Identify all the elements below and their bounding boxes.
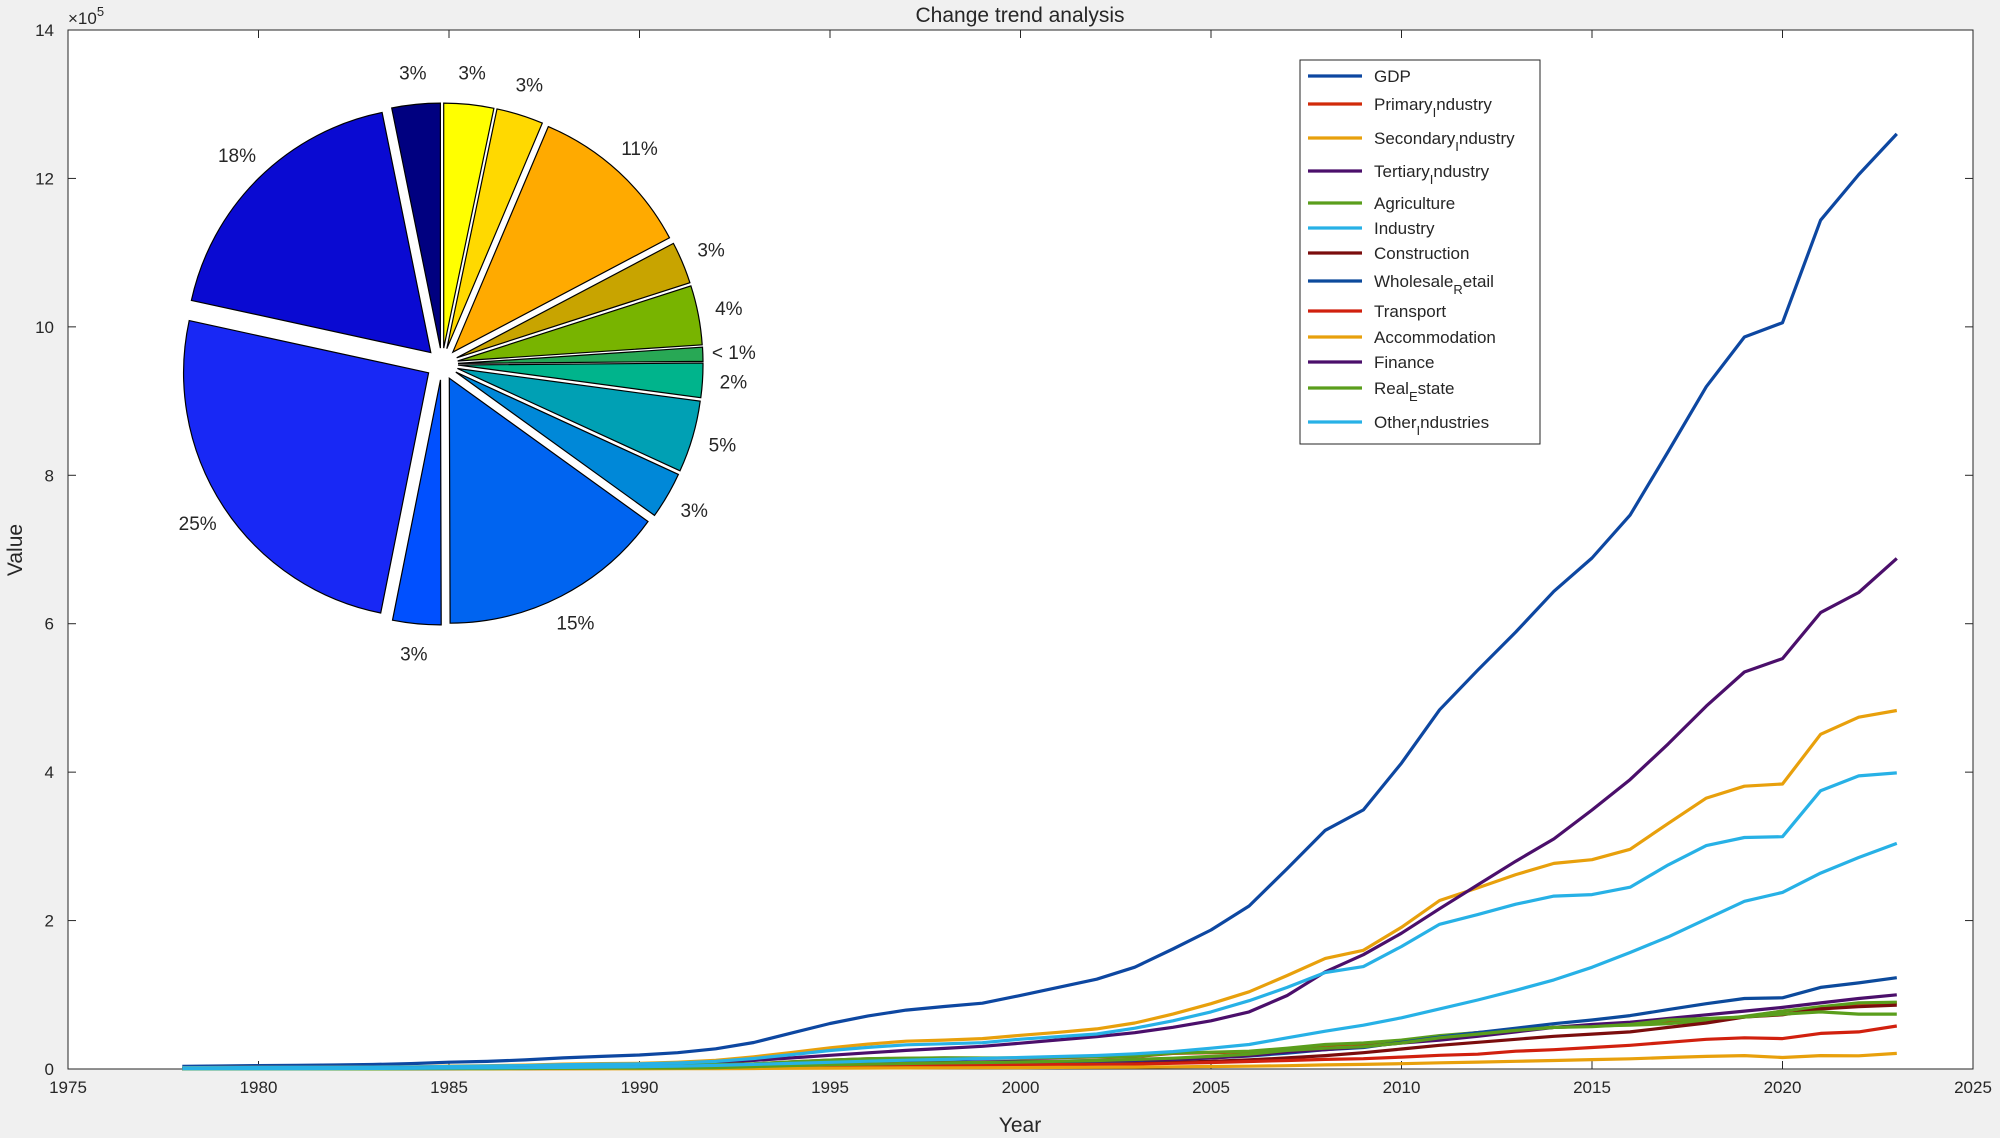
legend-label: SecondaryIndustry	[1374, 129, 1515, 154]
legend-label: RealEstate	[1374, 379, 1455, 404]
legend-item[interactable]: RealEstate	[1308, 379, 1455, 404]
x-tick-label: 2015	[1573, 1078, 1611, 1097]
pie-slice	[182, 319, 430, 614]
y-tick-label: 14	[35, 21, 54, 40]
line-series-group	[182, 132, 1898, 1071]
y-axis-label: Value	[4, 524, 27, 576]
x-tick-label: 2000	[1002, 1078, 1040, 1097]
pie-slice-label: 2%	[720, 372, 748, 393]
legend-label: GDP	[1374, 67, 1411, 86]
x-tick-label: 1975	[49, 1078, 87, 1097]
legend-label: Transport	[1374, 302, 1446, 321]
legend-item[interactable]: Accommodation	[1308, 328, 1496, 347]
series-line-industry	[182, 771, 1897, 1070]
legend-item[interactable]: Finance	[1308, 353, 1434, 372]
x-tick-label: 1980	[240, 1078, 278, 1097]
pie-slice	[455, 371, 680, 517]
legend-item[interactable]: TertiaryIndustry	[1308, 162, 1490, 187]
y-tick-label: 8	[45, 466, 54, 485]
axes: 1975 1980 1985 1990 1995 2000 2005 2010 2015 2020…	[35, 21, 1992, 1097]
pie-slice-label: < 1%	[712, 343, 756, 364]
chart-title: Change trend analysis	[916, 4, 1125, 27]
x-tick-label: 1995	[811, 1078, 849, 1097]
legend-label: TertiaryIndustry	[1374, 162, 1490, 187]
legend-item[interactable]: Construction	[1308, 244, 1469, 263]
legend[interactable]: GDP PrimaryIndustry SecondaryIndustry Terti…	[1299, 59, 1541, 445]
pie-slice-label: 3%	[680, 501, 708, 522]
pie-slice-label: 25%	[179, 514, 217, 535]
pie-slice-label: 3%	[400, 645, 428, 666]
legend-item[interactable]: OtherIndustries	[1308, 413, 1489, 438]
y-exponent-power: 5	[97, 4, 104, 19]
pie-slice-label: 4%	[715, 299, 743, 320]
x-tick-label: 1990	[621, 1078, 659, 1097]
legend-label: Industry	[1374, 219, 1435, 238]
y-exponent-base: ×105	[68, 4, 104, 28]
pie-slice	[446, 108, 544, 349]
pie-slice	[443, 102, 495, 349]
x-tick-label: 1985	[430, 1078, 468, 1097]
pie-slice	[457, 346, 704, 364]
pie-slice	[457, 285, 703, 362]
pie-slice-label: 3%	[516, 75, 544, 96]
legend-label: PrimaryIndustry	[1374, 95, 1492, 120]
y-tick-label: 0	[45, 1060, 54, 1079]
pie-chart: 3% 3% 11% 3% 4% < 1% 2% 5% 3% 15% 3% 25% 18% 3%	[179, 64, 756, 666]
pie-slice	[456, 242, 691, 359]
legend-item[interactable]: Agriculture	[1308, 194, 1455, 213]
x-tick-label: 2020	[1764, 1078, 1802, 1097]
pie-slice-label: 3%	[697, 241, 725, 262]
pie-slice	[457, 362, 704, 399]
pie-slice	[190, 111, 432, 354]
x-tick-label: 2010	[1383, 1078, 1421, 1097]
pie-slice	[457, 367, 701, 472]
legend-item[interactable]: GDP	[1308, 67, 1411, 86]
legend-item[interactable]: PrimaryIndustry	[1308, 95, 1492, 120]
pie-slice-label: 11%	[621, 139, 658, 160]
y-axis-exponent: ×105	[68, 4, 104, 28]
legend-item[interactable]: WholesaleRetail	[1308, 272, 1494, 297]
x-axis-label: Year	[999, 1114, 1041, 1137]
x-tick-label: 2025	[1954, 1078, 1992, 1097]
legend-item[interactable]: Industry	[1308, 219, 1435, 238]
legend-item[interactable]: SecondaryIndustry	[1308, 129, 1515, 154]
legend-label: Accommodation	[1374, 328, 1496, 347]
pie-slice-label: 18%	[218, 146, 256, 167]
x-tick-label: 2005	[1192, 1078, 1230, 1097]
pie-slice	[451, 125, 671, 354]
y-tick-label: 12	[35, 169, 54, 188]
pie-slice-label: 15%	[556, 614, 594, 635]
pie-slice-label: 3%	[458, 64, 486, 85]
pie-slice	[390, 102, 441, 349]
y-tick-label: 4	[45, 763, 54, 782]
legend-item[interactable]: Transport	[1308, 302, 1446, 321]
legend-label: Construction	[1374, 244, 1469, 263]
legend-label: Agriculture	[1374, 194, 1455, 213]
y-axis-ticks: 0 2 4 6 8 10 12 14	[35, 21, 1973, 1079]
pie-slice-label: 5%	[709, 435, 737, 456]
series-line-other-industries	[182, 841, 1898, 1071]
legend-label: OtherIndustries	[1374, 413, 1489, 438]
y-tick-label: 2	[45, 912, 54, 931]
y-tick-label: 6	[45, 615, 54, 634]
x-axis-ticks: 1975 1980 1985 1990 1995 2000 2005 2010 2015 2020…	[49, 30, 1992, 1097]
pie-slice-label: 3%	[399, 64, 427, 85]
series-line-gdp	[182, 132, 1898, 1068]
legend-label: WholesaleRetail	[1374, 272, 1494, 297]
legend-label: Finance	[1374, 353, 1434, 372]
pie-slice	[448, 377, 649, 624]
y-tick-label: 10	[35, 318, 54, 337]
pie-slice	[391, 379, 442, 626]
